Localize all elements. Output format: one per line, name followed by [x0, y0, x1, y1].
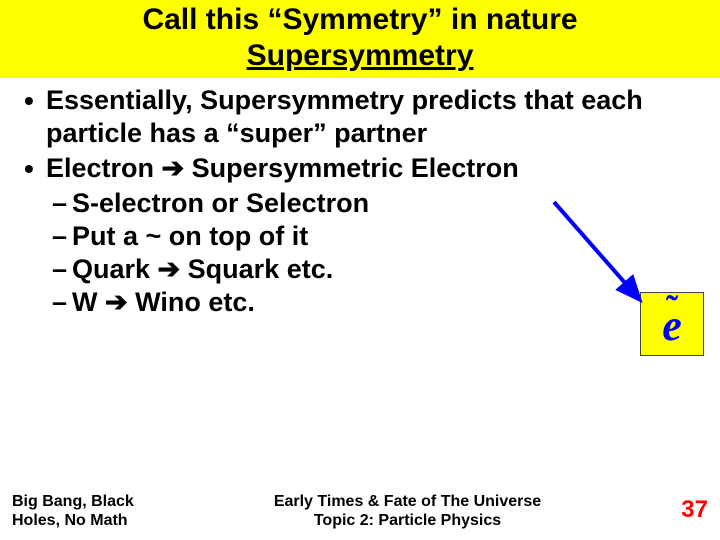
bullet-text: Essentially, Supersymmetry predicts that… — [46, 85, 643, 148]
sub-bullet-text-after: Squark etc. — [180, 254, 333, 284]
content-area: Essentially, Supersymmetry predicts that… — [0, 78, 720, 319]
sub-bullet-item: W ➔ Wino etc. — [18, 286, 708, 319]
sub-bullet-item: Put a ~ on top of it — [18, 220, 708, 253]
tilde-icon: ˜ — [662, 290, 682, 326]
sub-bullet-text-after: Wino etc. — [128, 287, 255, 317]
sub-bullet-text: Put a ~ on top of it — [72, 221, 308, 251]
page-number: 37 — [648, 496, 708, 525]
footer-center: Early Times & Fate of The Universe Topic… — [167, 492, 648, 530]
bullet-text-after: Supersymmetric Electron — [184, 153, 519, 183]
footer-center-line2: Topic 2: Particle Physics — [167, 511, 648, 530]
arrow-right-icon: ➔ — [105, 286, 128, 319]
bullet-text-before: Electron — [46, 153, 162, 183]
footer-center-line1: Early Times & Fate of The Universe — [167, 492, 648, 511]
sub-bullet-text-before: Quark — [72, 254, 158, 284]
sub-bullet-item: S-electron or Selectron — [18, 187, 708, 220]
bullet-item: Electron ➔ Supersymmetric Electron — [18, 152, 708, 185]
sub-bullet-item: Quark ➔ Squark etc. — [18, 253, 708, 286]
arrow-right-icon: ➔ — [162, 152, 185, 185]
symbol-box: ˜ e — [640, 292, 704, 356]
arrow-right-icon: ➔ — [158, 253, 181, 286]
footer-left: Big Bang, Black Holes, No Math — [12, 492, 167, 530]
title-bar: Call this “Symmetry” in nature Supersymm… — [0, 0, 720, 78]
title-line2: Supersymmetry — [0, 38, 720, 74]
sub-bullet-text-before: W — [72, 287, 105, 317]
title-line1: Call this “Symmetry” in nature — [0, 2, 720, 38]
symbol-wrap: ˜ e — [662, 300, 682, 348]
sub-bullet-text: S-electron or Selectron — [72, 188, 369, 218]
bullet-item: Essentially, Supersymmetry predicts that… — [18, 84, 708, 150]
footer: Big Bang, Black Holes, No Math Early Tim… — [12, 492, 708, 530]
